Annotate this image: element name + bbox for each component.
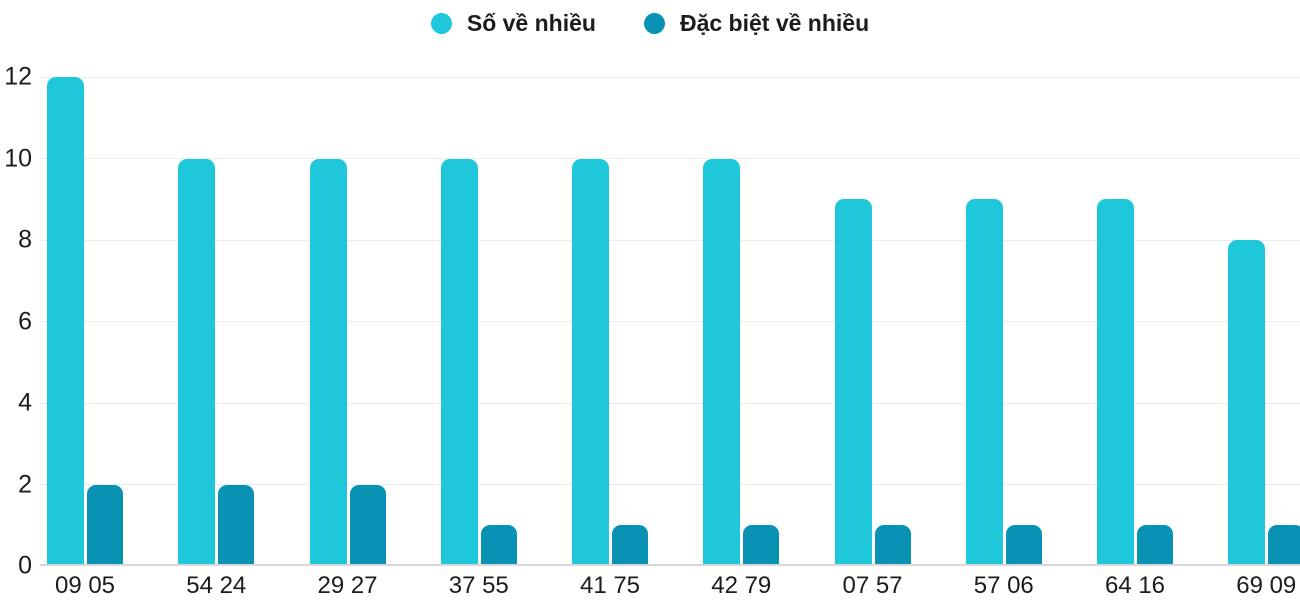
bar-series-1-cat-0[interactable] [87, 484, 123, 566]
y-tick-label-0: 0 [18, 551, 32, 580]
x-category-label-0: 09 05 [54, 572, 116, 599]
y-tick-label-6: 6 [18, 307, 32, 335]
x-category-label-3: 37 55 [448, 572, 509, 599]
gridline-y-8 [40, 239, 1300, 241]
y-tick-label-10: 10 [4, 144, 32, 172]
bar-series-1-cat-7[interactable] [1005, 525, 1042, 566]
legend-label-series-0: Số về nhiều [466, 10, 596, 36]
x-category-label-2: 29 27 [317, 572, 378, 599]
x-category-label-1: 54 24 [186, 572, 247, 599]
legend-marker-icon-series-0 [430, 13, 452, 34]
plot-area [40, 76, 1300, 566]
bar-series-0-cat-7[interactable] [965, 199, 1003, 566]
x-category-label-5: 42 79 [711, 572, 772, 599]
bar-series-1-cat-5[interactable] [743, 525, 780, 566]
x-category-label-4: 41 75 [579, 572, 641, 599]
bar-series-1-cat-1[interactable] [218, 484, 255, 566]
gridline-y-10 [40, 158, 1300, 159]
legend-item-series-1[interactable]: Đặc biệt về nhiều [643, 10, 870, 37]
legend-label-series-1: Đặc biệt về nhiều [679, 10, 870, 36]
axis-baseline [40, 564, 1300, 566]
y-tick-label-8: 8 [18, 225, 32, 254]
chart-legend: Số về nhiều Đặc biệt về nhiều [0, 10, 1300, 37]
bar-series-1-cat-3[interactable] [480, 525, 517, 566]
x-category-label-8: 64 16 [1104, 572, 1166, 599]
legend-item-series-0[interactable]: Số về nhiều [430, 10, 596, 37]
bar-series-0-cat-1[interactable] [178, 158, 216, 566]
gridline-y-4 [40, 402, 1300, 404]
x-category-label-6: 07 57 [842, 572, 903, 599]
bar-series-1-cat-8[interactable] [1137, 525, 1173, 566]
bar-series-1-cat-2[interactable] [349, 484, 386, 566]
bar-series-0-cat-0[interactable] [47, 77, 84, 566]
gridline-y-12 [40, 76, 1300, 78]
bar-series-1-cat-6[interactable] [874, 525, 911, 566]
bar-series-0-cat-5[interactable] [703, 158, 741, 566]
bar-series-0-cat-9[interactable] [1228, 240, 1266, 566]
y-axis: 0 2 4 6 8 10 12 [0, 0, 32, 600]
y-tick-label-12: 12 [4, 62, 32, 91]
bar-series-0-cat-4[interactable] [572, 158, 609, 566]
x-axis: 09 05 54 24 29 27 37 55 41 75 42 79 07 57 57 06… [0, 574, 1300, 600]
y-tick-label-2: 2 [18, 470, 32, 498]
bar-series-0-cat-2[interactable] [309, 158, 347, 566]
x-category-label-7: 57 06 [973, 572, 1034, 599]
bar-series-1-cat-9[interactable] [1268, 525, 1300, 566]
bar-series-0-cat-3[interactable] [440, 158, 478, 566]
legend-marker-icon-series-1 [643, 13, 665, 34]
gridline-y-2 [40, 484, 1300, 485]
gridline-y-6 [40, 321, 1300, 322]
bar-series-0-cat-8[interactable] [1097, 199, 1134, 566]
y-tick-label-4: 4 [18, 388, 32, 417]
x-category-label-9: 69 09 [1236, 572, 1297, 599]
bar-series-0-cat-6[interactable] [834, 199, 872, 566]
bar-series-1-cat-4[interactable] [612, 525, 648, 566]
